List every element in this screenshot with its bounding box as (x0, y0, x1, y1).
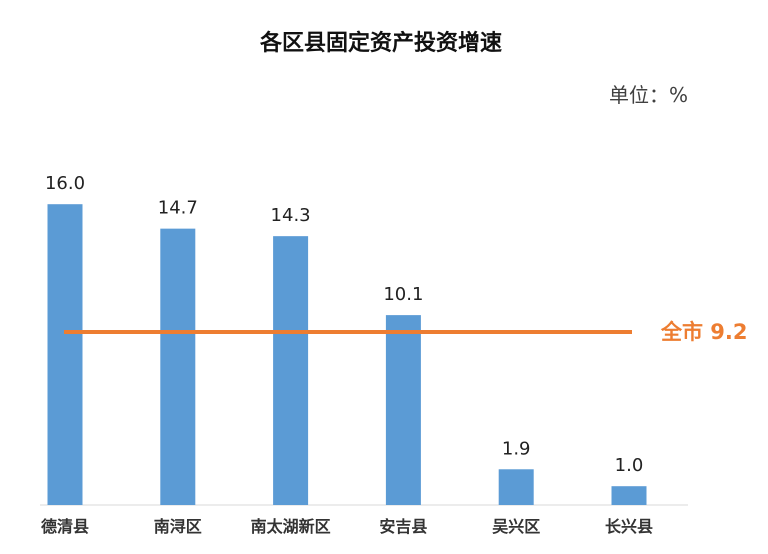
bar (160, 228, 196, 505)
data-label: 14.7 (158, 198, 198, 219)
category-label: 长兴县 (605, 517, 653, 536)
category-label: 吴兴区 (492, 517, 540, 536)
data-label: 16.0 (45, 173, 85, 194)
unit-label: 单位：% (609, 83, 688, 107)
data-label: 10.1 (383, 284, 423, 305)
category-label: 南太湖新区 (251, 517, 331, 536)
bar (498, 469, 534, 505)
bar (273, 236, 309, 505)
category-label: 安吉县 (379, 517, 427, 536)
city-average-label: 全市 9.2 (660, 320, 748, 344)
bar (611, 486, 647, 505)
bar (385, 315, 421, 505)
bar (47, 204, 83, 505)
category-label: 南浔区 (154, 517, 202, 536)
data-label: 1.9 (502, 438, 531, 459)
value-labels-group: 16.0 14.7 14.3 10.1 1.9 1.0 (45, 173, 643, 476)
category-labels-group: 德清县 南浔区 南太湖新区 安吉县 吴兴区 长兴县 (41, 517, 653, 536)
data-label: 1.0 (615, 455, 644, 476)
data-label: 14.3 (271, 205, 311, 226)
bars-group (47, 204, 647, 505)
chart-title: 各区县固定资产投资增速 (259, 30, 502, 56)
category-label: 德清县 (41, 517, 89, 536)
